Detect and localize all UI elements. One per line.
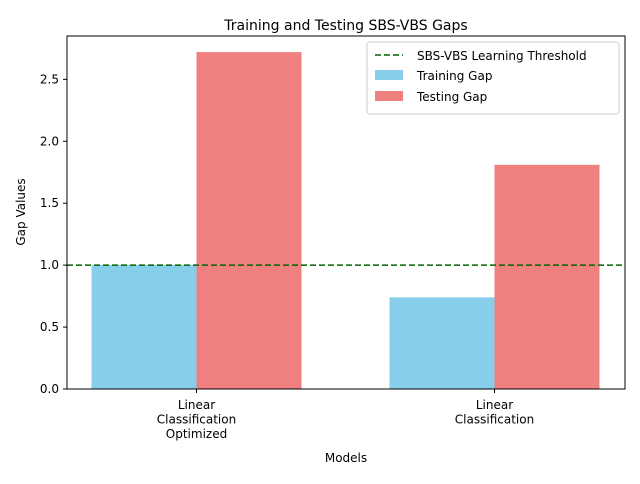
testing-gap-bar-1 xyxy=(196,52,302,390)
x-tick-label-line: Optimized xyxy=(166,427,227,441)
legend-label-1: Training Gap xyxy=(416,69,492,83)
legend: SBS-VBS Learning Threshold Training Gap Te… xyxy=(366,41,620,115)
x-tick-label-line: Linear xyxy=(476,398,513,412)
legend-box xyxy=(366,41,620,115)
y-tick-label: 2.5 xyxy=(40,72,59,86)
y-axis-label: Gap Values xyxy=(14,178,28,245)
x-tick-label-line: Linear xyxy=(178,398,215,412)
testing-gap-bar-2 xyxy=(494,164,600,389)
legend-swatch-2 xyxy=(375,91,403,101)
y-tick-label: 1.5 xyxy=(40,196,59,210)
training-gap-bar-1 xyxy=(91,265,197,389)
x-tick-label-line: Classification xyxy=(455,413,534,427)
x-tick-label-1: Linear Classification Optimized xyxy=(157,398,236,441)
legend-swatch-1 xyxy=(375,70,403,80)
plot-frame xyxy=(66,35,626,390)
y-tick-label: 0.0 xyxy=(40,382,59,396)
legend-label-2: Testing Gap xyxy=(416,90,487,104)
y-tick-label: 1.0 xyxy=(40,258,59,272)
x-tick-label-2: Linear Classification xyxy=(455,398,534,427)
x-axis-label: Models xyxy=(325,451,367,465)
y-tick-label: 0.5 xyxy=(40,320,59,334)
chart-title: Training and Testing SBS-VBS Gaps xyxy=(223,18,467,34)
training-gap-bar-2 xyxy=(389,297,495,389)
y-tick-label: 2.0 xyxy=(40,134,59,148)
legend-threshold-label: SBS-VBS Learning Threshold xyxy=(417,49,587,63)
bars-group xyxy=(91,52,600,390)
y-axis: 0.0 0.5 1.0 1.5 2.0 2.5 xyxy=(40,72,67,396)
x-tick-label-line: Classification xyxy=(157,413,236,427)
